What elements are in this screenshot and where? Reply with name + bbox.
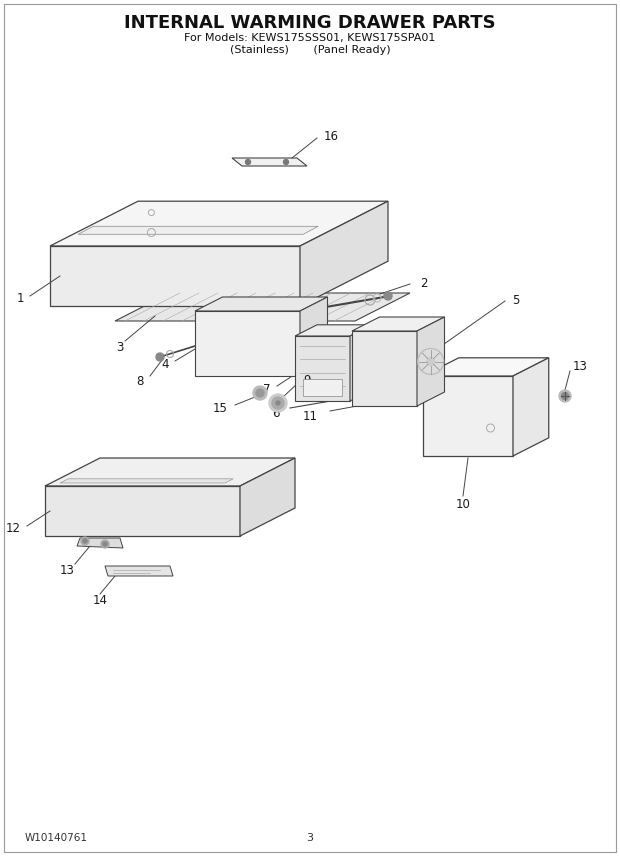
Polygon shape [50,246,300,306]
Text: 16: 16 [324,129,339,142]
Text: 4: 4 [161,358,169,371]
Polygon shape [295,336,350,401]
Text: 14: 14 [92,595,107,608]
Text: 3: 3 [306,833,314,843]
Text: 3: 3 [117,341,123,354]
Text: 13: 13 [60,563,74,576]
Circle shape [81,537,89,545]
Circle shape [559,390,571,402]
Polygon shape [232,158,307,166]
Circle shape [83,539,87,543]
Circle shape [101,540,109,548]
Text: 10: 10 [456,497,471,510]
Text: eReplacementParts.com: eReplacementParts.com [232,361,368,371]
Text: 13: 13 [573,360,588,372]
Text: W10140761: W10140761 [25,833,88,843]
Circle shape [427,358,435,366]
Text: For Models: KEWS175SSS01, KEWS175SPA01: For Models: KEWS175SSS01, KEWS175SPA01 [184,33,436,43]
Polygon shape [240,458,295,536]
Text: 8: 8 [136,375,144,388]
Polygon shape [45,458,295,486]
Text: 2: 2 [420,276,428,289]
Polygon shape [105,566,173,576]
Polygon shape [300,297,327,376]
Polygon shape [60,479,233,483]
Text: (Stainless)       (Panel Ready): (Stainless) (Panel Ready) [229,45,391,55]
Polygon shape [300,201,388,306]
Polygon shape [50,201,388,246]
Text: 11: 11 [303,409,318,423]
Circle shape [384,292,392,300]
Circle shape [269,394,287,412]
Circle shape [103,542,107,546]
Text: 1: 1 [17,292,24,305]
Polygon shape [423,358,549,376]
Polygon shape [303,379,342,396]
Polygon shape [352,317,445,331]
Circle shape [272,397,284,409]
Polygon shape [115,293,410,321]
Text: 6: 6 [273,407,280,419]
Circle shape [562,393,569,400]
Polygon shape [350,324,372,401]
Polygon shape [423,376,513,456]
Polygon shape [195,297,327,311]
Text: INTERNAL WARMING DRAWER PARTS: INTERNAL WARMING DRAWER PARTS [124,14,496,32]
Circle shape [253,386,267,400]
Polygon shape [513,358,549,456]
Text: 9: 9 [303,373,311,387]
Polygon shape [352,331,417,406]
Polygon shape [78,226,318,235]
Polygon shape [295,324,372,336]
Polygon shape [417,317,445,406]
Circle shape [276,401,280,405]
Circle shape [283,159,288,164]
Text: 15: 15 [213,401,228,414]
Circle shape [156,353,164,361]
Text: 7: 7 [264,383,271,395]
Text: 5: 5 [512,294,520,306]
Polygon shape [195,311,300,376]
Polygon shape [45,486,240,536]
Polygon shape [77,538,123,548]
Circle shape [246,159,250,164]
Text: 12: 12 [6,522,21,536]
Circle shape [256,389,264,397]
